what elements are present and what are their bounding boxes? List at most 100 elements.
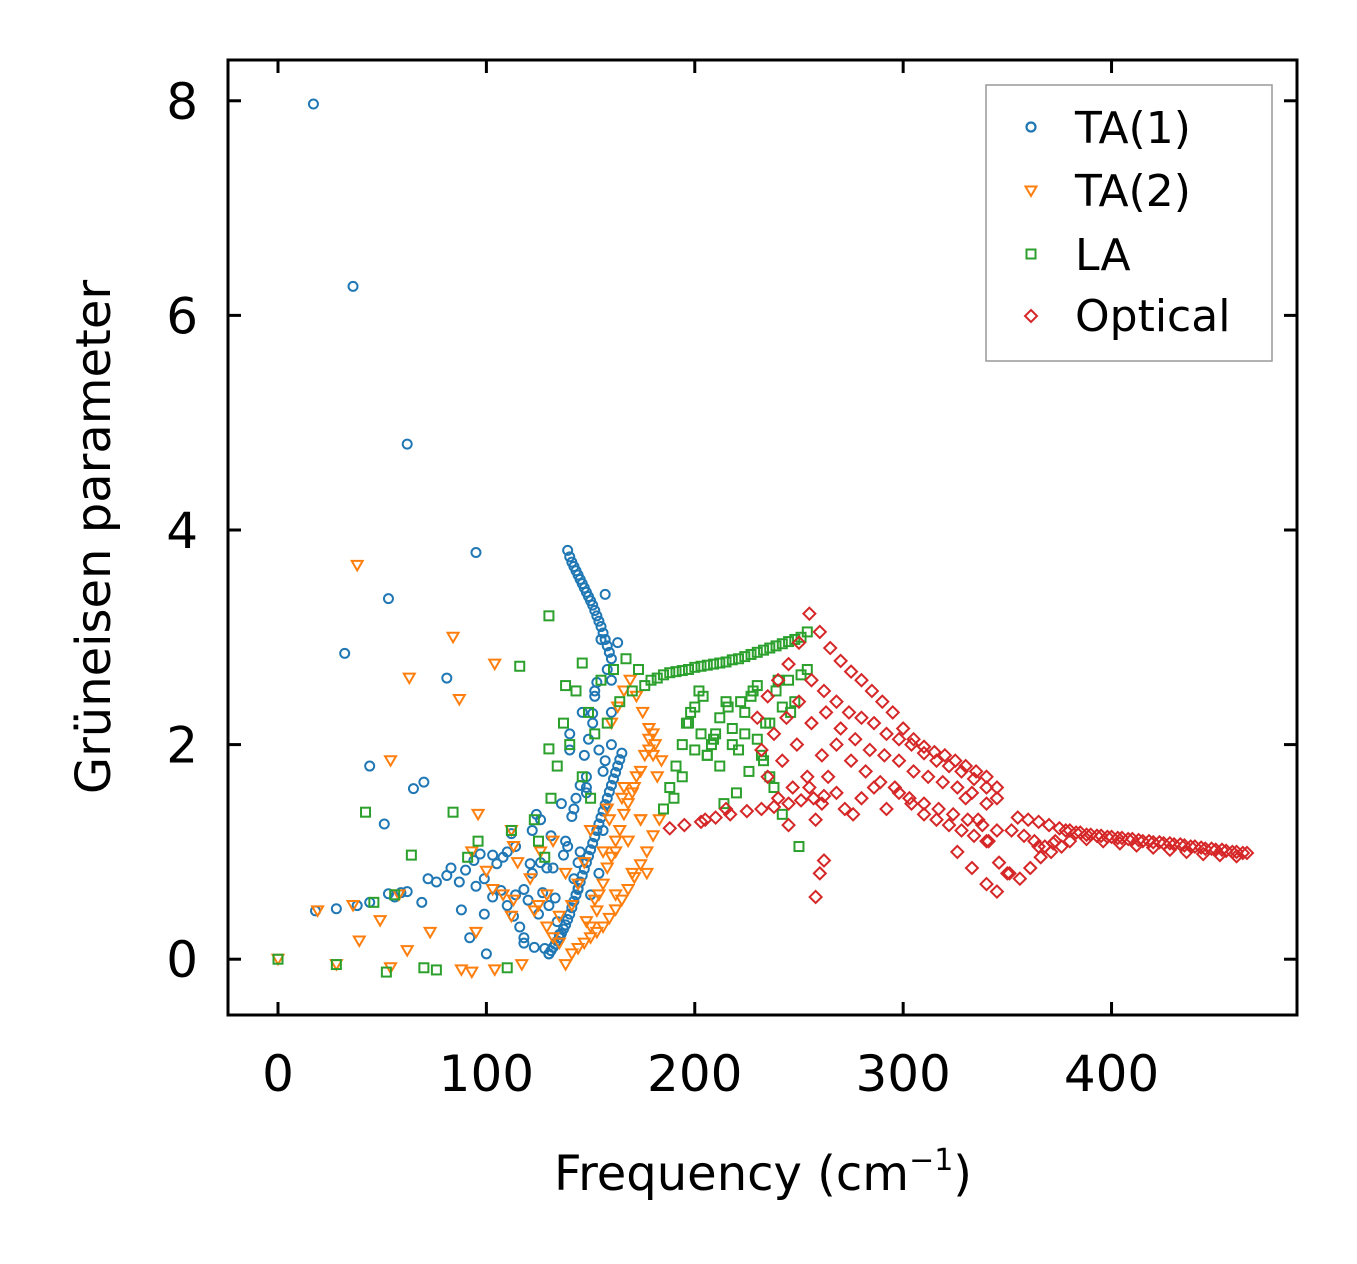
y-tick-label: 2 [166, 717, 198, 775]
legend: TA(1) TA(2) LA Optical [985, 84, 1273, 362]
point-ta2 [633, 814, 648, 827]
point-optical [781, 656, 796, 672]
point-la [670, 760, 682, 772]
point-la [739, 706, 751, 718]
point-ta1 [605, 706, 617, 718]
point-la [726, 654, 738, 666]
point-ta2 [383, 755, 398, 768]
y-tick-label: 8 [166, 73, 198, 131]
point-optical [858, 764, 874, 779]
point-ta1 [574, 846, 586, 858]
point-la [708, 658, 720, 670]
point-optical [1010, 810, 1026, 825]
point-optical [891, 785, 907, 801]
point-la [620, 653, 632, 665]
point-ta1 [578, 863, 590, 875]
point-ta1 [339, 647, 351, 659]
point-ta1 [518, 932, 530, 944]
point-optical [820, 769, 836, 785]
point-la [585, 792, 597, 804]
point-optical [989, 884, 1005, 900]
point-optical [1112, 835, 1128, 851]
point-ta1 [470, 547, 482, 559]
point-optical [866, 780, 882, 795]
point-ta2 [647, 739, 663, 752]
point-ta2 [625, 787, 640, 800]
point-ta2 [464, 966, 480, 980]
legend-label-ta1: TA(1) [1074, 103, 1191, 154]
point-la [755, 749, 767, 761]
point-optical [781, 817, 796, 833]
point-ta2 [539, 889, 555, 902]
point-ta2 [558, 959, 573, 972]
point-ta1 [603, 786, 615, 798]
point-ta1 [407, 783, 419, 795]
point-optical [1162, 835, 1178, 851]
point-ta2 [564, 948, 580, 961]
point-ta2 [595, 921, 611, 935]
point-optical [949, 844, 965, 860]
point-optical [1162, 842, 1178, 858]
point-ta2 [652, 814, 667, 827]
point-ta2 [583, 824, 598, 838]
point-ta2 [352, 935, 367, 948]
point-optical [1041, 817, 1057, 833]
point-ta1 [605, 739, 617, 751]
point-optical [814, 747, 830, 763]
point-optical [879, 726, 894, 742]
point-optical [770, 672, 786, 688]
legend-label-ta2: TA(2) [1074, 166, 1191, 217]
point-optical [981, 833, 997, 849]
axis-ticks: 0 100 200 300 400 0 2 4 6 8 [166, 60, 1297, 1103]
series-la [272, 610, 813, 978]
point-optical [1012, 871, 1028, 887]
point-la [668, 792, 680, 804]
point-optical [1022, 860, 1038, 876]
point-la [697, 690, 709, 702]
point-optical [1197, 841, 1213, 857]
point-la [595, 674, 607, 686]
point-ta1 [547, 862, 559, 874]
point-la [695, 660, 707, 672]
point-ta1 [347, 280, 359, 292]
point-ta1 [589, 690, 601, 702]
point-ta2 [445, 631, 461, 645]
point-ta2 [506, 841, 521, 854]
point-ta1 [487, 849, 499, 861]
point-optical [781, 796, 796, 812]
point-ta1 [518, 883, 530, 895]
point-optical [766, 726, 782, 742]
point-la [272, 953, 284, 965]
point-la [330, 959, 342, 971]
point-ta2 [506, 894, 521, 908]
point-ta2 [485, 883, 500, 897]
point-ta2 [608, 835, 623, 849]
point-la [418, 962, 430, 974]
point-optical [1212, 847, 1228, 863]
point-optical [1235, 845, 1251, 861]
point-ta2 [531, 900, 546, 913]
point-ta1 [593, 615, 605, 627]
point-optical [1135, 833, 1151, 849]
point-optical [1204, 841, 1219, 857]
point-optical [1095, 833, 1111, 849]
point-la [789, 696, 801, 708]
point-ta1 [576, 706, 588, 718]
point-optical [989, 823, 1005, 838]
point-optical [760, 769, 776, 785]
point-la [505, 824, 517, 836]
point-ta1 [601, 663, 613, 675]
point-optical [847, 731, 863, 747]
point-la [670, 666, 682, 678]
point-optical [1079, 831, 1094, 847]
point-optical [1145, 834, 1161, 850]
point-ta2 [487, 964, 502, 977]
point-la [772, 674, 784, 686]
point-ta1 [382, 593, 394, 605]
point-ta1 [603, 646, 615, 658]
point-ta1 [445, 862, 457, 874]
point-ta1 [595, 633, 607, 645]
point-la [560, 680, 572, 692]
point-la [557, 717, 569, 729]
point-ta2 [504, 910, 519, 924]
